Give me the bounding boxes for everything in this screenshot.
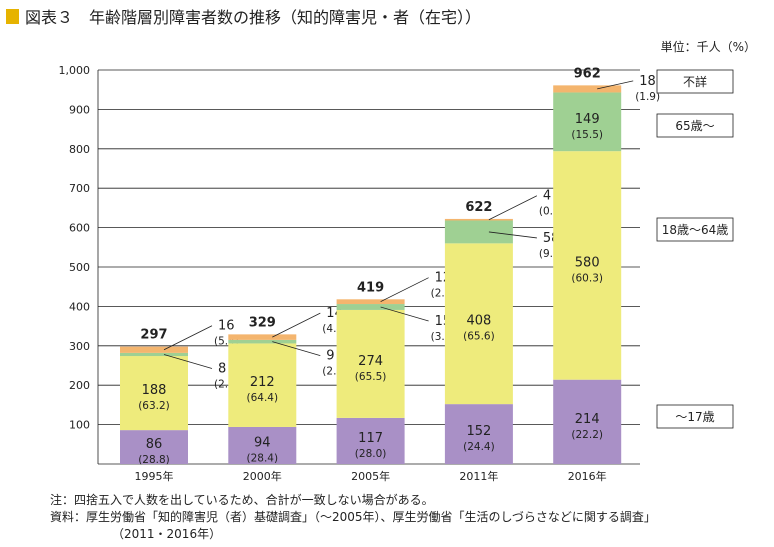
data-label-pct: (28.0) (355, 448, 387, 460)
bar-segment (336, 309, 405, 418)
data-label: 408 (466, 314, 491, 329)
callout-line (597, 80, 634, 90)
y-tick-label: 300 (69, 340, 90, 353)
bar-segment (120, 352, 188, 357)
bar-segment (444, 404, 513, 464)
data-label: 152 (466, 424, 491, 439)
data-label: 4 (543, 189, 551, 204)
data-label-pct: (22.2) (571, 429, 603, 441)
data-label: 188 (142, 383, 167, 398)
note-source: 資料：厚生労働省「知的障害児（者）基礎調査」（〜2005年）、厚生労働省「生活の… (50, 510, 656, 524)
notes: 注：四捨五入で人数を出しているため、合計が一致しない場合がある。 資料：厚生労働… (50, 492, 656, 543)
figure-title: 図表３ 年齢階層別障害者数の推移（知的障害児・者（在宅）） (6, 4, 481, 28)
x-tick-label: 1995年 (135, 469, 174, 483)
x-tick-label: 2000年 (243, 469, 282, 483)
data-label: 94 (254, 435, 271, 450)
note-source-cont: （2011・2016年） (112, 527, 222, 541)
data-label-pct: (28.4) (247, 452, 279, 464)
bar-segment (553, 92, 622, 152)
bar-segment (120, 346, 188, 353)
legend-label: 18歳〜64歳 (662, 223, 729, 237)
data-label: 214 (575, 412, 600, 427)
bar-segment (444, 220, 513, 244)
bar-segment (444, 243, 513, 405)
data-label-pct: (28.8) (138, 454, 170, 466)
total-label: 329 (249, 315, 276, 330)
bar-segment (228, 334, 297, 340)
callout-line (380, 277, 429, 303)
y-tick-label: 400 (69, 300, 90, 313)
title-marker-icon (6, 8, 19, 24)
data-label-pct: (65.5) (355, 371, 387, 383)
data-label: 274 (358, 354, 383, 369)
y-tick-label: 500 (69, 261, 90, 274)
y-tick-label: 1,000 (59, 64, 91, 77)
data-label: 8 (218, 361, 226, 376)
y-tick-label: 800 (69, 143, 90, 156)
bar-segment (120, 356, 188, 431)
callout-line (488, 231, 537, 239)
data-label: 149 (575, 112, 600, 127)
y-tick-label: 100 (69, 419, 90, 432)
legend-label: 〜17歳 (675, 410, 714, 424)
bar-segment (336, 299, 405, 305)
data-label: 9 (326, 349, 334, 364)
total-label: 297 (140, 328, 167, 343)
bar-segment (228, 343, 297, 427)
data-label: 86 (146, 437, 163, 452)
data-label-pct: (24.4) (463, 441, 495, 453)
x-tick-label: 2016年 (568, 469, 607, 483)
data-label-pct: (64.4) (247, 392, 279, 404)
x-tick-label: 2005年 (351, 469, 390, 483)
callout-line (488, 195, 538, 221)
note-1: 注：四捨五入で人数を出しているため、合計が一致しない場合がある。 (50, 493, 434, 507)
x-tick-label: 2011年 (459, 469, 498, 483)
data-label-pct: (60.3) (571, 272, 603, 284)
data-label: 16 (218, 319, 235, 334)
y-tick-label: 200 (69, 379, 90, 392)
bar-segment (444, 218, 513, 221)
data-label-pct: (15.5) (571, 129, 603, 141)
data-label-pct: (63.2) (138, 400, 170, 412)
bar-segment (553, 379, 622, 464)
total-label: 419 (357, 280, 384, 295)
legend-box (656, 69, 734, 94)
bar-segment (228, 339, 297, 344)
title-text: 図表３ 年齢階層別障害者数の推移（知的障害児・者（在宅）） (25, 8, 482, 27)
callout-line (380, 306, 429, 322)
callout-line (272, 341, 321, 357)
total-label: 962 (574, 66, 601, 81)
bar-segment (228, 426, 297, 464)
bar-segment (553, 85, 622, 93)
y-tick-label: 600 (69, 222, 90, 235)
legend-label: 不詳 (683, 74, 707, 89)
legend-label: 65歳〜 (675, 119, 714, 133)
bar-segment (336, 417, 405, 464)
callout-line (163, 354, 213, 369)
y-tick-label: 700 (69, 182, 90, 195)
bar-segment (553, 151, 622, 380)
data-label-pct: (65.6) (463, 331, 495, 343)
total-label: 622 (465, 200, 492, 215)
legend-box (656, 404, 734, 429)
unit-label: 単位：千人（%） (660, 40, 756, 54)
y-tick-label: 900 (69, 103, 90, 116)
bar-segment (120, 430, 188, 464)
data-label: 117 (358, 431, 383, 446)
data-label: 580 (575, 255, 600, 270)
legend-box (656, 113, 734, 138)
data-label: 212 (250, 375, 275, 390)
callout-line (163, 325, 213, 351)
callout-line (272, 312, 321, 338)
data-label: 18 (639, 74, 656, 89)
data-label-pct: (1.9) (635, 91, 660, 103)
legend-box (656, 217, 734, 242)
bar-segment (336, 304, 405, 310)
